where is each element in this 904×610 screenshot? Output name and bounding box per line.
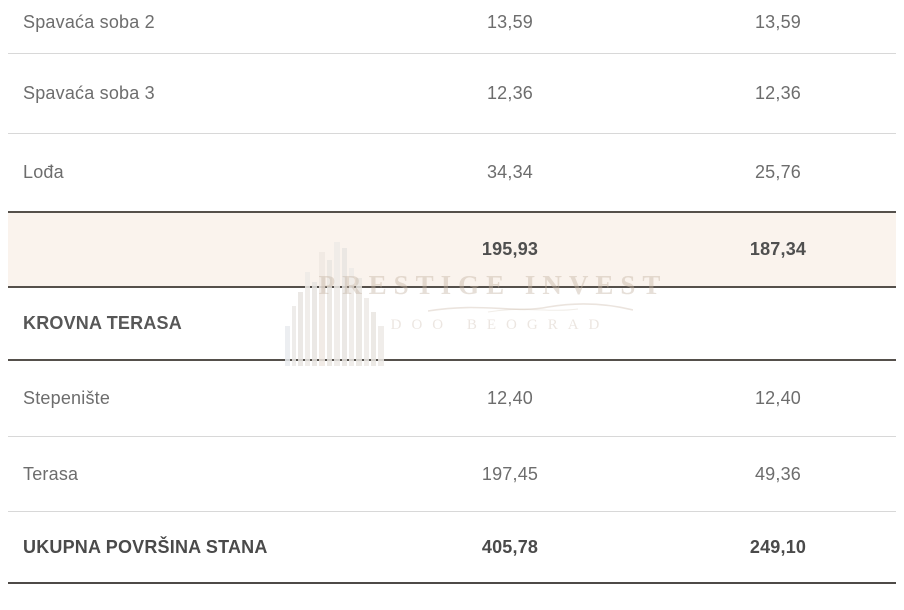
section-title: KROVNA TERASA	[23, 313, 182, 333]
area-value-1: 195,93	[481, 239, 539, 259]
area-value-2: 12,36	[754, 83, 802, 103]
table-row: Stepenište 12,40 12,40	[8, 361, 896, 437]
section-header-row: KROVNA TERASA	[8, 288, 896, 361]
table-row: Lođa 34,34 25,76	[8, 134, 896, 211]
table-row: Terasa 197,45 49,36	[8, 437, 896, 512]
room-label: Spavaća soba 3	[23, 83, 155, 103]
room-label: Terasa	[23, 463, 79, 484]
table-row: Spavaća soba 2 13,59 13,59	[8, 0, 896, 54]
area-value-2: 187,34	[749, 239, 807, 259]
area-value-2: 13,59	[754, 12, 802, 32]
area-value-2: 25,76	[754, 162, 802, 182]
room-label: Spavaća soba 2	[23, 12, 155, 32]
room-label: Lođa	[23, 162, 64, 182]
table-row: Spavaća soba 3 12,36 12,36	[8, 54, 896, 134]
area-value-1: 12,40	[486, 388, 534, 408]
total-label: UKUPNA POVRŠINA STANA	[23, 536, 268, 557]
area-value-2: 12,40	[754, 388, 802, 408]
area-value-1: 34,34	[486, 162, 534, 182]
area-value-2: 249,10	[749, 536, 807, 557]
area-value-1: 13,59	[486, 12, 534, 32]
room-label: Stepenište	[23, 388, 111, 408]
area-value-2: 49,36	[754, 463, 802, 484]
area-value-1: 12,36	[486, 83, 534, 103]
area-value-1: 405,78	[481, 536, 539, 557]
total-row: UKUPNA POVRŠINA STANA 405,78 249,10	[8, 512, 896, 584]
area-value-1: 197,45	[481, 463, 539, 484]
area-table: Spavaća soba 2 13,59 13,59 Spavaća soba …	[8, 0, 896, 584]
subtotal-row: 195,93 187,34	[8, 211, 896, 288]
